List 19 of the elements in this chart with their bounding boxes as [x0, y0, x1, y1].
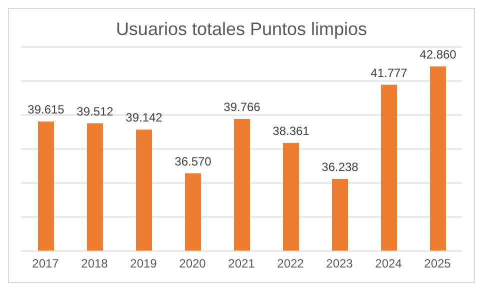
data-label: 39.512 — [76, 104, 114, 118]
x-tick-label: 2019 — [130, 256, 158, 271]
data-label: 41.777 — [370, 66, 408, 80]
x-tick-label: 2017 — [32, 256, 60, 271]
data-label: 36.238 — [322, 160, 359, 174]
data-label: 38.361 — [272, 124, 310, 138]
x-tick-label: 2025 — [424, 256, 452, 271]
x-tick-label: 2024 — [375, 256, 402, 271]
data-label: 39.142 — [126, 110, 163, 125]
x-tick-label: 2021 — [228, 256, 256, 271]
chart-title: Usuarios totales Puntos limpios — [114, 19, 368, 40]
data-label: 39.766 — [224, 100, 261, 114]
x-tick-label: 2023 — [326, 256, 354, 271]
x-tick-label: 2020 — [179, 256, 206, 271]
data-label: 42.860 — [420, 47, 457, 62]
x-tick-label: 2018 — [81, 256, 108, 271]
data-label: 39.615 — [28, 102, 65, 117]
x-tick-label: 2022 — [277, 256, 304, 271]
data-label: 36.570 — [174, 154, 212, 168]
